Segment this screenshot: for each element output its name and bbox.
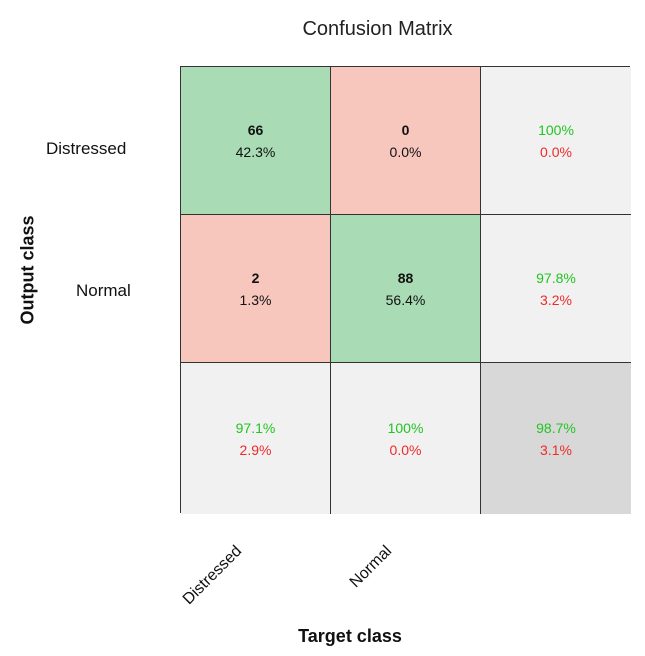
cell-percent: 42.3% — [235, 143, 276, 160]
confusion-matrix-grid: 66 42.3% 0 0.0% 100% 0.0% 2 1.3% 88 56.4… — [180, 66, 631, 514]
cell-normal-distressed: 2 1.3% — [181, 215, 331, 363]
summary-error: 0.0% — [540, 143, 572, 160]
summary-correct: 97.8% — [536, 269, 576, 286]
x-axis-label: Target class — [298, 626, 402, 646]
col-summary-distressed: 97.1% 2.9% — [181, 363, 331, 514]
cell-distressed-normal: 0 0.0% — [331, 67, 481, 215]
summary-error: 0.0% — [389, 441, 422, 458]
col-label-normal: Normal — [347, 542, 396, 592]
summary-error: 2.9% — [239, 441, 272, 458]
cell-distressed-distressed: 66 42.3% — [181, 67, 331, 215]
summary-correct: 100% — [538, 121, 574, 138]
chart-title: Confusion Matrix — [302, 18, 453, 40]
cell-count: 88 — [397, 269, 414, 286]
overall-correct: 98.7% — [536, 419, 576, 436]
cell-percent: 0.0% — [389, 143, 422, 160]
overall-accuracy-cell: 98.7% 3.1% — [481, 363, 631, 514]
cell-count: 0 — [401, 121, 410, 138]
y-axis-label: Output class — [17, 215, 38, 325]
cell-count: 2 — [251, 269, 260, 286]
row-label-normal: Normal — [76, 281, 131, 300]
summary-correct: 97.1% — [235, 419, 276, 436]
cell-normal-normal: 88 56.4% — [331, 215, 481, 363]
row-summary-distressed: 100% 0.0% — [481, 67, 631, 215]
row-summary-normal: 97.8% 3.2% — [481, 215, 631, 363]
row-label-distressed: Distressed — [46, 139, 127, 158]
cell-percent: 1.3% — [239, 291, 272, 308]
summary-correct: 100% — [387, 419, 424, 436]
cell-count: 66 — [247, 121, 264, 138]
overall-error: 3.1% — [540, 441, 572, 458]
cell-percent: 56.4% — [385, 291, 426, 308]
col-label-distressed: Distressed — [180, 542, 246, 609]
summary-error: 3.2% — [540, 291, 572, 308]
col-summary-normal: 100% 0.0% — [331, 363, 481, 514]
